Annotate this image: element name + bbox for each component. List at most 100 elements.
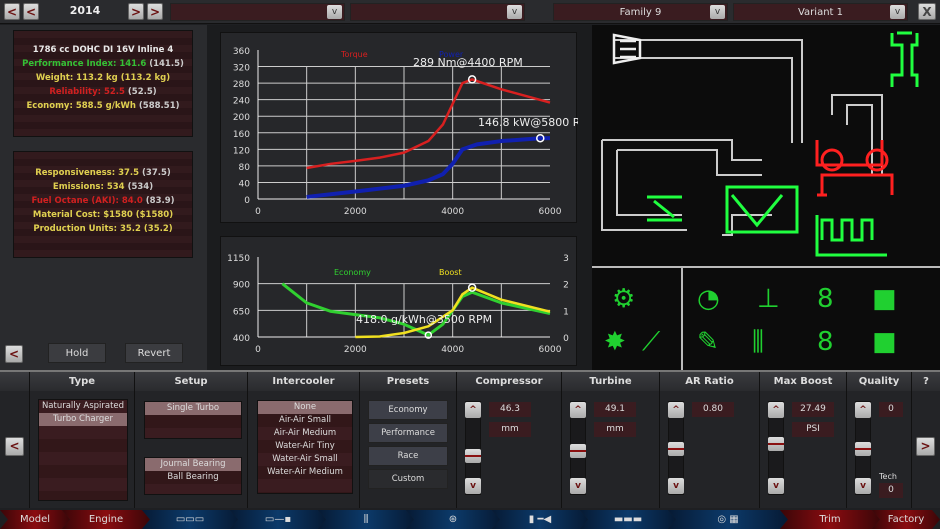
intercooler-list: None Air-Air Small Air-Air Medium Water-… [257,400,353,494]
dropdown-1[interactable]: v [170,3,345,21]
revert-button[interactable]: Revert [125,343,183,363]
compressor-slider-thumb[interactable] [465,449,481,463]
nav-factory[interactable]: Factory [872,510,940,529]
header-presets: Presets [360,372,457,391]
header-quality: Quality [847,372,912,391]
preset-performance-button[interactable]: Performance [368,423,448,443]
ar-ratio-down-button[interactable]: v [668,478,684,494]
hold-button[interactable]: Hold [48,343,106,363]
year-next-button[interactable]: > [128,3,144,20]
tachometer-icon[interactable]: ◔ [697,284,720,314]
nav-fuel[interactable]: ▮ ━◀ [492,510,588,529]
turbo-icon [815,140,894,197]
engine-block-icon: ▭▭▭ [175,514,205,525]
preset-custom-button[interactable]: Custom [368,469,448,489]
x-tick-label: 6000 [539,207,562,217]
family-dropdown[interactable]: Family 9 v [553,3,728,21]
y-tick-label: 240 [233,97,250,107]
nav-trim[interactable]: Trim [780,510,880,529]
nav-engine[interactable]: Engine [62,510,150,529]
y-tick-label: 280 [233,80,250,90]
production-units-prev: (35.2) [143,224,173,234]
turbine-slider-thumb[interactable] [570,444,586,458]
x-tick-label: 0 [255,345,261,355]
intercooler-option-air-air-medium[interactable]: Air-Air Medium [273,428,337,438]
performance-prev: (141.5) [149,59,184,69]
ar-ratio-slider-thumb[interactable] [668,442,684,456]
col-type: Naturally Aspirated Turbo Charger [30,391,135,508]
con-rod-icon[interactable]: 8 [817,284,834,314]
nav-valvetrain[interactable]: ⫼ [318,510,414,529]
engine-diagram[interactable]: ⚙ ✸ ⟋ ◔ ⊥ 8 ■ ✎ ⫼ 8 ■ [592,25,940,370]
bearing-option-journal[interactable]: Journal Bearing [145,458,241,471]
spark-plug-icon[interactable]: ⟋ [642,327,661,357]
type-option-turbo-charger[interactable]: Turbo Charger [39,413,127,426]
ar-ratio-slider[interactable]: ^ v [668,401,684,495]
year-prev-button[interactable]: < [23,3,39,20]
turbo-next-button[interactable]: > [916,437,935,456]
max-boost-unit: PSI [792,422,834,437]
ignition-icon[interactable]: ✸ [604,327,626,357]
con-rod-icon-2[interactable]: 8 [817,327,834,357]
quality-up-button[interactable]: ^ [855,402,871,418]
y-tick-label: 1150 [227,254,250,264]
nav-exhaust[interactable]: ▬▬▬ [580,510,676,529]
nav-test[interactable]: ◎ ▦ [668,510,788,529]
col-intercooler: None Air-Air Small Air-Air Medium Water-… [248,391,360,508]
close-button[interactable]: X [918,3,936,20]
max-boost-slider-thumb[interactable] [768,437,784,451]
quality-slider-thumb[interactable] [855,442,871,456]
economy-min-annotation: 418.0 g/kWh@3500 RPM [356,313,492,326]
help-button[interactable]: ? [912,372,940,391]
piston-icon[interactable]: ■ [872,284,897,314]
bearing-option-ball[interactable]: Ball Bearing [167,472,219,482]
intercooler-option-air-air-small[interactable]: Air-Air Small [279,415,331,425]
intercooler-option-water-air-tiny[interactable]: Water-Air Tiny [275,441,335,451]
nav-model[interactable]: Model [0,510,70,529]
back-button[interactable]: < [5,345,23,363]
header-setup: Setup [135,372,248,391]
turbine-slider[interactable]: ^ v [570,401,586,495]
turbo-prev-button[interactable]: < [5,437,24,456]
preset-economy-button[interactable]: Economy [368,400,448,420]
ar-ratio-up-button[interactable]: ^ [668,402,684,418]
year-next-fast-button[interactable]: > [147,3,163,20]
intercooler-icon [815,215,887,257]
nav-head[interactable]: ▭—▪ [230,510,326,529]
quality-down-button[interactable]: v [855,478,871,494]
reliability: Reliability: 52.5 [49,87,125,97]
compressor-down-button[interactable]: v [465,478,481,494]
crankshaft-icon[interactable]: ⫼ [752,327,764,357]
economy-boost-chart-panel: 1150 900 650 400 3 2 1 0 6000 4000 2000 0 Economy B… [220,236,577,366]
max-boost-up-button[interactable]: ^ [768,402,784,418]
y-tick-label: 360 [233,47,250,57]
engine-check-icon[interactable]: ⚙ [612,284,635,314]
preset-race-button[interactable]: Race [368,446,448,466]
wrench-icon[interactable]: ✎ [697,327,719,357]
component-icons: ⚙ ✸ ⟋ ◔ ⊥ 8 ■ ✎ ⫼ 8 ■ [604,284,897,357]
header-intercooler: Intercooler [248,372,360,391]
intercooler-option-none[interactable]: None [258,401,352,414]
intercooler-option-water-air-medium[interactable]: Water-Air Medium [267,467,343,477]
min-marker [424,331,433,339]
max-boost-slider[interactable]: ^ v [768,401,784,495]
max-boost-down-button[interactable]: v [768,478,784,494]
turbine-up-button[interactable]: ^ [570,402,586,418]
setup-option-single-turbo[interactable]: Single Turbo [145,402,241,415]
intercooler-option-water-air-small[interactable]: Water-Air Small [272,454,338,464]
year-prev-fast-button[interactable]: < [4,3,20,20]
type-option-naturally-aspirated[interactable]: Naturally Aspirated [41,401,125,411]
quality-slider[interactable]: ^ v [855,401,871,495]
y-tick-label: 400 [233,334,250,344]
compressor-slider[interactable]: ^ v [465,401,481,495]
compressor-up-button[interactable]: ^ [465,402,481,418]
y-tick-label: 650 [233,307,250,317]
nav-block[interactable]: ▭▭▭ [142,510,238,529]
dropdown-2[interactable]: v [350,3,525,21]
cylinder-head-icon: ▭—▪ [264,514,292,525]
nav-turbo[interactable]: ⊛ [406,510,500,529]
variant-dropdown[interactable]: Variant 1 v [733,3,908,21]
turbine-down-button[interactable]: v [570,478,586,494]
piston-icon-2[interactable]: ■ [872,327,897,357]
valve-icon[interactable]: ⊥ [757,284,780,314]
